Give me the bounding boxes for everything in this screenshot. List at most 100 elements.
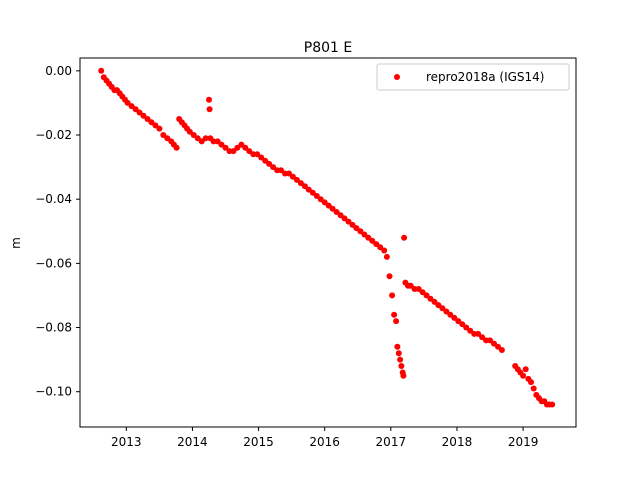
data-point [218,141,225,148]
data-point [317,196,324,203]
data-point [391,311,398,318]
data-point [520,372,527,379]
y-tick-label: −0.04 [35,192,72,206]
data-point [98,67,105,74]
x-axis-ticks: 2013 2014 2015 2016 2017 2018 2019 [111,427,538,449]
data-point [198,138,205,145]
data-point [451,314,458,321]
data-point [190,132,197,138]
data-point [400,372,407,379]
data-point [297,180,304,187]
x-tick-label: 2017 [376,435,407,449]
data-point [369,237,376,244]
data-point [293,176,300,183]
x-tick-label: 2014 [177,435,208,449]
data-point [234,144,241,151]
x-tick-label: 2013 [111,435,142,449]
data-point [377,244,384,251]
data-point [487,337,493,344]
data-point [401,234,408,241]
data-point [423,292,430,299]
data-point [305,186,312,193]
data-point [140,112,147,119]
data-point [398,363,405,369]
data-point [467,327,474,334]
data-point [393,318,400,325]
data-point [415,286,422,292]
y-tick-label: 0.00 [45,64,72,78]
data-points [98,67,556,408]
plot-frame [79,57,577,428]
data-point [475,330,482,337]
data-point [463,324,470,331]
data-point [266,160,273,167]
legend-box [376,63,570,91]
data-point [128,103,135,110]
data-point [427,295,434,302]
data-point [397,356,404,363]
data-point [164,135,171,142]
data-point [270,164,277,171]
y-axis-label: m [9,237,23,249]
data-point [242,144,249,151]
y-tick-label: −0.02 [35,128,72,142]
data-point [435,302,442,309]
data-point [321,199,328,206]
data-point [479,334,486,341]
data-point [357,228,364,235]
data-point [156,125,163,132]
data-point [222,144,229,151]
data-point [386,273,393,280]
data-point [230,148,237,155]
data-point [246,148,253,155]
data-point [148,119,155,126]
data-point [498,347,505,353]
y-axis-ticks: 0.00 −0.02 −0.04 −0.06 −0.08 −0.10 [35,64,80,399]
data-point [258,154,265,161]
data-point [549,401,556,408]
data-point [528,379,534,386]
x-tick-label: 2015 [243,435,274,449]
data-point [136,109,143,116]
x-tick-label: 2018 [442,435,473,449]
data-point [353,225,360,232]
data-point [365,234,372,241]
data-point [194,135,201,142]
data-point [329,205,336,212]
data-point [439,305,446,312]
data-point [333,209,340,215]
data-point [447,311,454,318]
data-point [491,340,497,347]
data-point [206,96,212,103]
data-point [202,135,209,142]
legend: repro2018a (IGS14) [376,63,570,91]
data-point [341,215,348,222]
data-point [278,167,284,174]
data-point [160,132,167,138]
data-point [152,122,159,129]
data-point [381,247,388,254]
data-point [389,292,396,299]
x-tick-label: 2019 [508,435,539,449]
y-tick-label: −0.06 [35,256,72,270]
data-point [522,366,529,373]
data-point [395,350,402,357]
x-tick-label: 2016 [309,435,340,449]
data-point [455,318,462,325]
y-tick-label: −0.08 [35,321,72,335]
data-point [254,151,261,158]
data-point [530,385,537,392]
data-point [206,106,213,113]
data-point [124,99,131,106]
data-point [173,144,180,151]
legend-label: repro2018a (IGS14) [426,70,544,84]
legend-marker [394,74,400,80]
data-point [345,218,352,225]
data-point [289,173,296,180]
data-point [383,253,390,260]
data-point [309,189,316,196]
y-tick-label: −0.10 [35,385,72,399]
data-point [394,343,401,350]
chart-title: P801 E [304,40,352,56]
